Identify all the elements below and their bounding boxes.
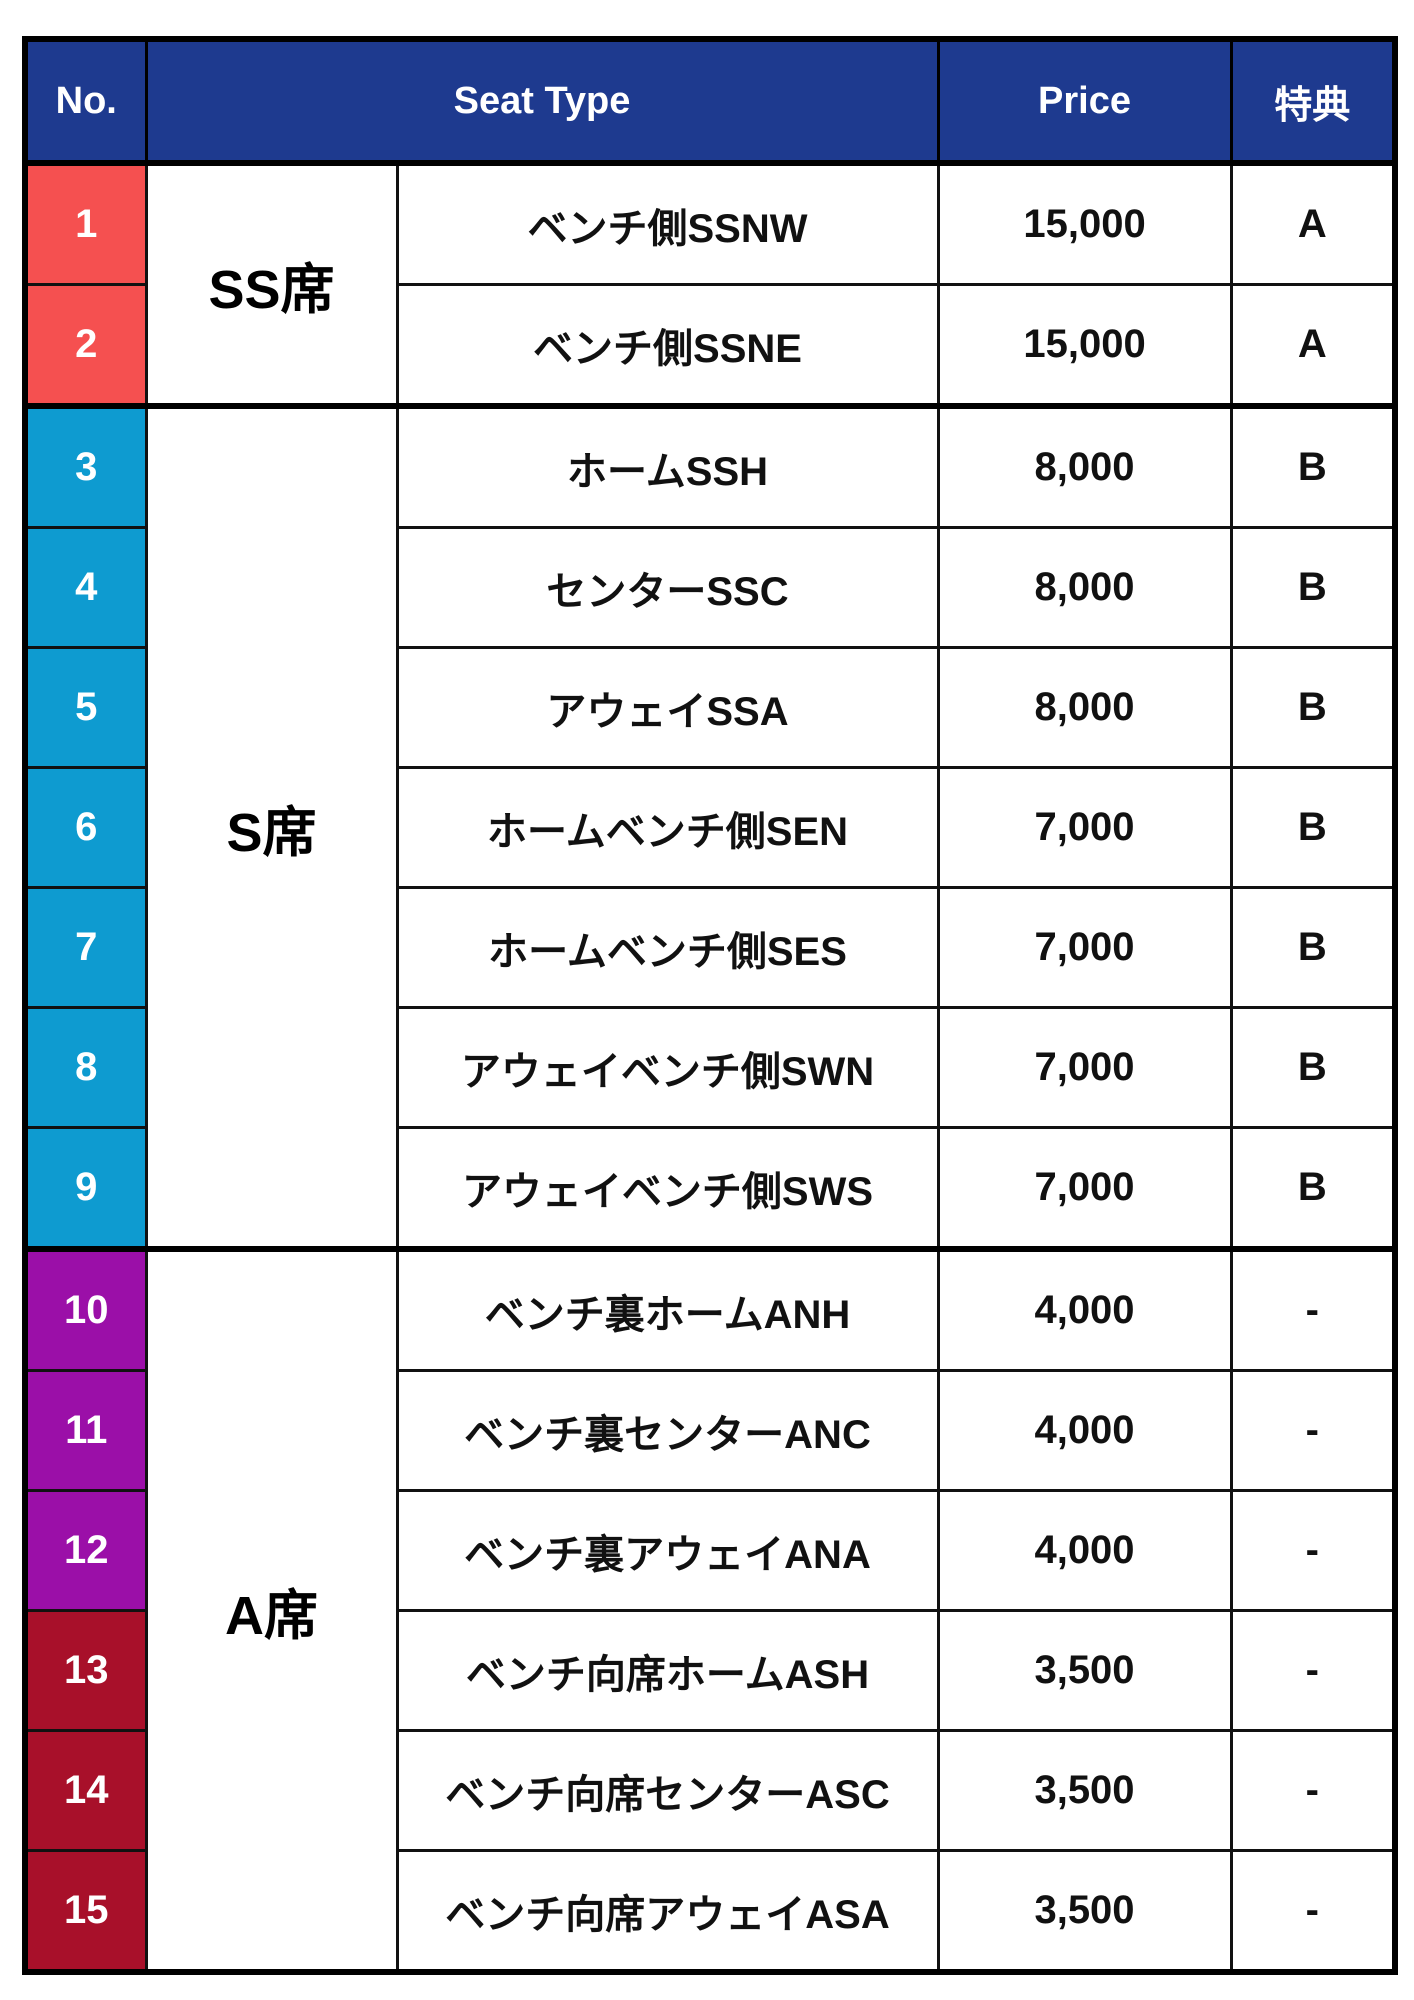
seat-price: 15,000 xyxy=(936,283,1233,408)
seat-benefit: B xyxy=(1229,886,1397,1009)
seat-price: 7,000 xyxy=(936,1006,1233,1129)
row-number: 11 xyxy=(23,1369,148,1492)
table-row: 15 ベンチ向席アウェイASA 3,500- xyxy=(23,1849,1397,1974)
row-number: 9 xyxy=(23,1126,148,1251)
seat-price: 3,500 xyxy=(936,1849,1233,1974)
seat-name: アウェイベンチ側SWN xyxy=(395,1006,940,1129)
seat-benefit: B xyxy=(1229,646,1397,769)
seat-name: アウェイベンチ側SWS xyxy=(395,1126,940,1251)
seat-name: ベンチ向席センターASC xyxy=(395,1729,940,1852)
table-row: 9 アウェイベンチ側SWS 7,000 B xyxy=(23,1126,1397,1251)
row-number: 3 xyxy=(23,403,148,529)
row-number: 4 xyxy=(23,526,148,649)
seat-benefit: A xyxy=(1229,283,1397,408)
seat-price: 3,500 xyxy=(936,1609,1233,1732)
row-number: 14 xyxy=(23,1729,148,1852)
seat-name: アウェイSSA xyxy=(395,646,940,769)
table-row: 8 アウェイベンチ側SWN 7,000 B xyxy=(23,1006,1397,1129)
seat-name: ベンチ裏センターANC xyxy=(395,1369,940,1492)
seat-group-label: S席 xyxy=(144,403,399,1251)
seat-price: 7,000 xyxy=(936,1126,1233,1251)
seat-price: 4,000 xyxy=(936,1489,1233,1612)
seat-price: 4,000 xyxy=(936,1369,1233,1492)
seat-group-label: SS席 xyxy=(144,161,399,408)
seat-name: ベンチ裏アウェイANA xyxy=(395,1489,940,1612)
header-price: Price xyxy=(936,37,1233,165)
seat-benefit: - xyxy=(1229,1246,1397,1372)
seat-price-table: No. Seat Type Price 特典 1 SS席 ベンチ側SSNW 15,00… xyxy=(22,36,1399,1975)
seat-price: 4,000 xyxy=(936,1246,1233,1372)
row-number: 5 xyxy=(23,646,148,769)
row-number: 13 xyxy=(23,1609,148,1732)
seat-benefit: - xyxy=(1229,1609,1397,1732)
header-benefit: 特典 xyxy=(1229,37,1397,165)
header-no: No. xyxy=(23,37,148,165)
seat-benefit: - xyxy=(1229,1489,1397,1612)
table-row: 13 ベンチ向席ホームASH 3,500- xyxy=(23,1609,1397,1732)
seat-benefit: B xyxy=(1229,766,1397,889)
header-seat-type: Seat Type xyxy=(144,37,940,165)
seat-name: ベンチ向席アウェイASA xyxy=(395,1849,940,1974)
table-row: 1 SS席 ベンチ側SSNW 15,000 A xyxy=(23,161,1397,408)
seat-price: 8,000 xyxy=(936,403,1233,529)
seat-benefit: B xyxy=(1229,403,1397,529)
row-number: 8 xyxy=(23,1006,148,1129)
seat-name: ホームベンチ側SES xyxy=(395,886,940,1009)
seat-price: 8,000 xyxy=(936,646,1233,769)
seat-name: ホームSSH xyxy=(395,403,940,529)
seat-benefit: B xyxy=(1229,526,1397,649)
seat-benefit: B xyxy=(1229,1006,1397,1129)
table-row: 6 ホームベンチ側SEN 7,000 B xyxy=(23,766,1397,889)
table-row: 12 ベンチ裏アウェイANA 4,000- xyxy=(23,1489,1397,1612)
table-row: 5 アウェイSSA 8,000 B xyxy=(23,646,1397,769)
seat-benefit: - xyxy=(1229,1369,1397,1492)
row-number: 12 xyxy=(23,1489,148,1612)
seat-price: 8,000 xyxy=(936,526,1233,649)
seat-name: センターSSC xyxy=(395,526,940,649)
seat-price: 3,500 xyxy=(936,1729,1233,1852)
row-number: 15 xyxy=(23,1849,148,1974)
seat-name: ホームベンチ側SEN xyxy=(395,766,940,889)
table-row: 3 S席 ホームSSH 8,000 B xyxy=(23,403,1397,1251)
row-number: 2 xyxy=(23,283,148,408)
seat-name: ベンチ側SSNE xyxy=(395,283,940,408)
table-row: 14 ベンチ向席センターASC 3,500- xyxy=(23,1729,1397,1852)
seat-price: 7,000 xyxy=(936,766,1233,889)
table-row: 7 ホームベンチ側SES 7,000 B xyxy=(23,886,1397,1009)
table-row: 2 ベンチ側SSNE 15,000 A xyxy=(23,283,1397,408)
seat-benefit: B xyxy=(1229,1126,1397,1251)
row-number: 6 xyxy=(23,766,148,889)
seat-name: ベンチ裏ホームANH xyxy=(395,1246,940,1372)
table-row: 10 A席 ベンチ裏ホームANH 4,000- xyxy=(23,1246,1397,1974)
seat-price: 7,000 xyxy=(936,886,1233,1009)
header-row: No. Seat Type Price 特典 xyxy=(23,37,1397,165)
seat-group-label: A席 xyxy=(144,1246,399,1974)
seat-benefit: - xyxy=(1229,1729,1397,1852)
row-number: 1 xyxy=(23,161,148,286)
seat-benefit: A xyxy=(1229,161,1397,286)
table-row: 4 センターSSC 8,000 B xyxy=(23,526,1397,649)
table-row: 11 ベンチ裏センターANC 4,000- xyxy=(23,1369,1397,1492)
row-number: 7 xyxy=(23,886,148,1009)
seat-name: ベンチ向席ホームASH xyxy=(395,1609,940,1732)
seat-price: 15,000 xyxy=(936,161,1233,286)
row-number: 10 xyxy=(23,1246,148,1372)
seat-benefit: - xyxy=(1229,1849,1397,1974)
seat-name: ベンチ側SSNW xyxy=(395,161,940,286)
